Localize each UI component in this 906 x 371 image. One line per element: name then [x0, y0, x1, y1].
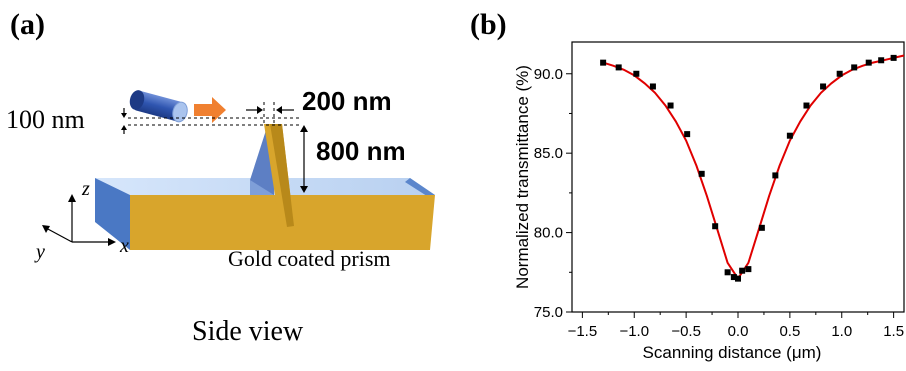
nanorod-icon: [129, 90, 188, 123]
data-point: [649, 83, 656, 90]
axis-y-label: y: [34, 241, 45, 263]
data-point: [684, 131, 691, 138]
x-tick-label: 0.0: [728, 323, 749, 340]
x-tick-label: −1.0: [619, 323, 649, 340]
gap-dimension-label: 100 nm: [6, 105, 85, 134]
data-point: [758, 224, 765, 231]
width-dimension-marker: [246, 106, 294, 114]
y-tick-label: 75.0: [534, 304, 563, 321]
data-point: [735, 275, 741, 282]
height-dimension-marker: [300, 125, 308, 193]
data-point: [836, 70, 843, 77]
scan-direction-arrow-icon: [194, 97, 226, 123]
coordinate-axes-icon: [42, 194, 116, 246]
panel-a-schematic: (a) 100 nm: [6, 8, 435, 347]
axis-x-label: x: [119, 235, 129, 257]
data-point: [803, 102, 810, 109]
panel-b-label: (b): [470, 8, 507, 41]
x-tick-label: 1.5: [883, 323, 904, 340]
panel-a-caption: Side view: [192, 316, 304, 347]
data-point: [724, 269, 731, 276]
gap-dimension-marker: [121, 108, 127, 134]
width-dimension-label: 200 nm: [302, 86, 392, 116]
data-point: [851, 64, 858, 71]
x-tick-label: −0.5: [671, 323, 701, 340]
data-point: [615, 64, 622, 71]
height-dimension-label: 800 nm: [316, 136, 406, 166]
prism-label: Gold coated prism: [228, 246, 391, 271]
data-point: [772, 172, 779, 179]
data-point: [730, 274, 737, 281]
data-point: [865, 59, 872, 66]
data-point: [890, 54, 897, 61]
x-tick-label: −1.5: [568, 323, 598, 340]
transmittance-chart: (b) −1.5 −1.0 −0.5 0.0 0.5 1.0 1.5 75.0 80.0 85.0…: [470, 8, 905, 362]
x-axis-label: Scanning distance (μm): [643, 343, 822, 362]
data-point: [698, 170, 705, 177]
data-point: [667, 102, 674, 109]
data-point: [786, 132, 793, 139]
schematic-svg: (a) 100 nm: [6, 8, 435, 347]
y-tick-label: 90.0: [534, 66, 563, 83]
panel-a-label: (a): [10, 8, 45, 41]
x-tick-label: 0.5: [779, 323, 800, 340]
y-axis-label: Normalized transmittance (%): [513, 65, 532, 289]
data-point: [633, 70, 640, 77]
prism-left-face: [95, 178, 130, 250]
plot-frame: [571, 41, 905, 313]
x-tick-label: 1.0: [831, 323, 852, 340]
panel-b-chart: (b) −1.5 −1.0 −0.5 0.0 0.5 1.0 1.5 75.0 80.0 85.0…: [470, 0, 906, 366]
fit-line: [602, 54, 905, 281]
data-point: [745, 266, 752, 273]
prism-right-edge: [405, 178, 435, 198]
axis-z-label: z: [81, 178, 90, 200]
y-tick-label: 85.0: [534, 145, 563, 162]
data-point: [600, 59, 607, 66]
y-tick-label: 80.0: [534, 225, 563, 242]
data-point: [878, 57, 885, 64]
data-point: [739, 267, 746, 274]
data-point: [820, 83, 827, 90]
data-point: [712, 223, 719, 230]
